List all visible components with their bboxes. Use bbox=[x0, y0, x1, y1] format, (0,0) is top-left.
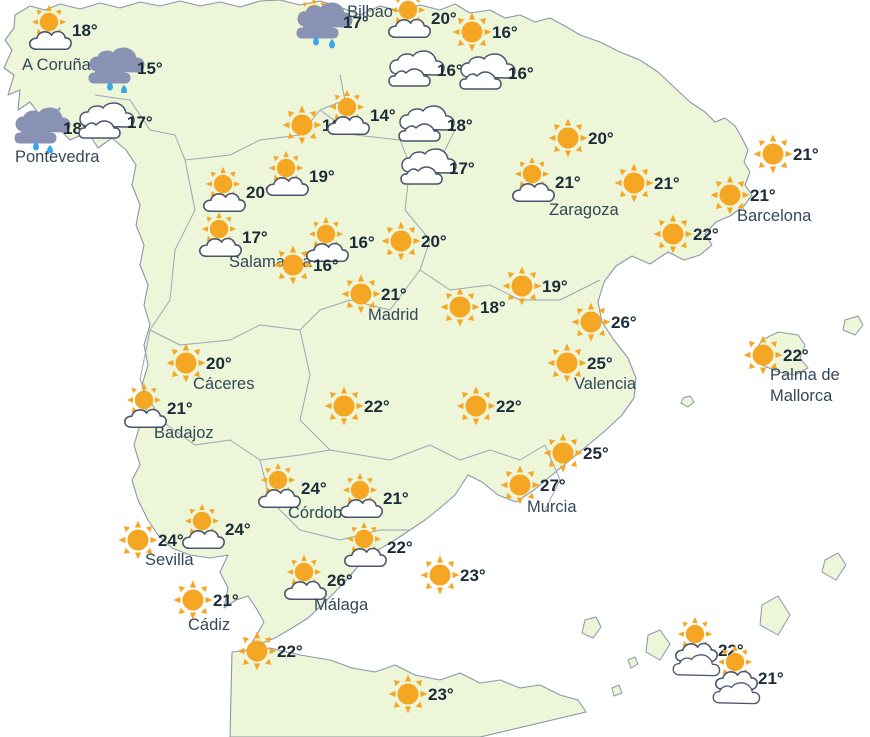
svg-text:24°: 24° bbox=[225, 520, 251, 539]
svg-text:21°: 21° bbox=[654, 174, 680, 193]
svg-text:21°: 21° bbox=[381, 285, 407, 304]
svg-text:21°: 21° bbox=[750, 186, 776, 205]
svg-text:17°: 17° bbox=[127, 113, 153, 132]
svg-text:16°: 16° bbox=[492, 23, 518, 42]
svg-text:26°: 26° bbox=[327, 571, 353, 590]
svg-text:24°: 24° bbox=[301, 479, 327, 498]
svg-text:22°: 22° bbox=[387, 538, 413, 557]
svg-text:A Coruña: A Coruña bbox=[22, 56, 92, 74]
svg-text:Málaga: Málaga bbox=[314, 596, 369, 614]
svg-text:Bilbao: Bilbao bbox=[347, 3, 393, 21]
svg-text:27°: 27° bbox=[540, 476, 566, 495]
svg-text:Barcelona: Barcelona bbox=[737, 207, 812, 225]
svg-text:Badajoz: Badajoz bbox=[154, 424, 214, 442]
svg-text:21°: 21° bbox=[758, 669, 784, 688]
svg-text:Cáceres: Cáceres bbox=[193, 375, 254, 393]
svg-text:16°: 16° bbox=[349, 233, 375, 252]
svg-text:16°: 16° bbox=[437, 61, 463, 80]
svg-text:18°: 18° bbox=[72, 21, 98, 40]
svg-text:19°: 19° bbox=[542, 277, 568, 296]
svg-text:Valencia: Valencia bbox=[574, 375, 637, 393]
svg-text:17°: 17° bbox=[449, 159, 475, 178]
svg-text:24°: 24° bbox=[158, 531, 184, 550]
svg-text:23°: 23° bbox=[428, 685, 454, 704]
svg-text:19°: 19° bbox=[309, 167, 335, 186]
svg-text:18°: 18° bbox=[447, 116, 473, 135]
svg-text:15°: 15° bbox=[137, 59, 163, 78]
svg-text:26°: 26° bbox=[611, 313, 637, 332]
svg-text:16°: 16° bbox=[313, 256, 339, 275]
svg-text:20°: 20° bbox=[206, 354, 232, 373]
svg-text:Sevilla: Sevilla bbox=[145, 551, 194, 569]
svg-text:22°: 22° bbox=[364, 397, 390, 416]
svg-text:22°: 22° bbox=[277, 642, 303, 661]
svg-text:22°: 22° bbox=[783, 346, 809, 365]
svg-text:Palma de: Palma de bbox=[770, 366, 840, 384]
svg-text:23°: 23° bbox=[460, 566, 486, 585]
svg-text:Murcia: Murcia bbox=[527, 498, 577, 516]
svg-text:17°: 17° bbox=[242, 228, 268, 247]
svg-text:20°: 20° bbox=[431, 9, 457, 28]
svg-text:Cádiz: Cádiz bbox=[188, 616, 230, 634]
svg-text:20°: 20° bbox=[588, 129, 614, 148]
svg-text:21°: 21° bbox=[167, 399, 193, 418]
svg-text:Madrid: Madrid bbox=[368, 306, 418, 324]
svg-text:25°: 25° bbox=[583, 444, 609, 463]
svg-text:25°: 25° bbox=[587, 354, 613, 373]
svg-text:22°: 22° bbox=[496, 397, 522, 416]
svg-text:21°: 21° bbox=[213, 591, 239, 610]
svg-text:18°: 18° bbox=[480, 298, 506, 317]
svg-text:20°: 20° bbox=[421, 232, 447, 251]
svg-text:21°: 21° bbox=[793, 145, 819, 164]
svg-text:Mallorca: Mallorca bbox=[770, 387, 833, 405]
svg-text:Pontevedra: Pontevedra bbox=[15, 148, 100, 166]
svg-text:21°: 21° bbox=[555, 173, 581, 192]
svg-text:16°: 16° bbox=[508, 64, 534, 83]
svg-text:Zaragoza: Zaragoza bbox=[549, 201, 620, 219]
svg-text:21°: 21° bbox=[383, 489, 409, 508]
svg-text:14°: 14° bbox=[370, 106, 396, 125]
svg-text:22°: 22° bbox=[693, 225, 719, 244]
